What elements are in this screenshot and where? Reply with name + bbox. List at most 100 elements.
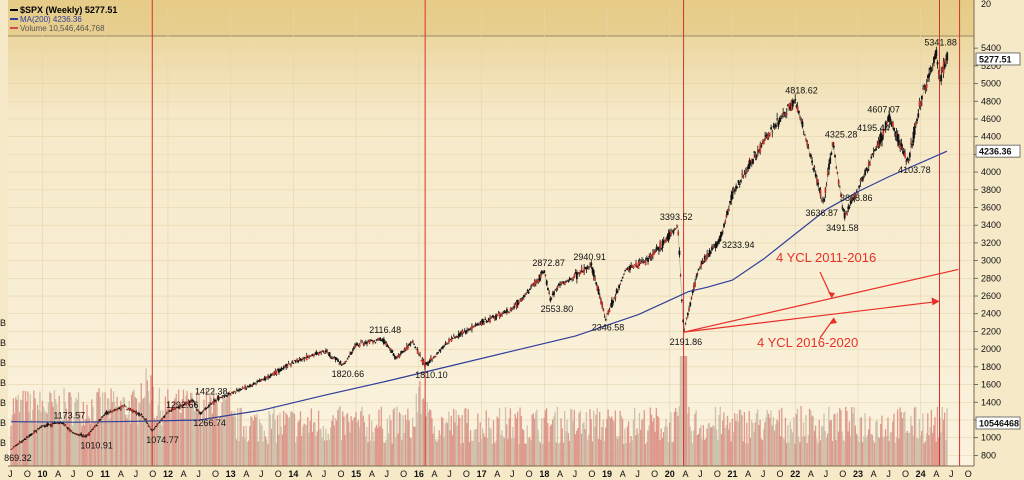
volume-bar bbox=[591, 441, 594, 466]
price-body bbox=[465, 330, 467, 334]
volume-bar bbox=[185, 395, 187, 466]
x-month-label: A bbox=[745, 469, 751, 479]
x-month-label: J bbox=[71, 469, 76, 479]
price-body bbox=[157, 423, 160, 425]
price-body bbox=[199, 412, 202, 415]
price-body bbox=[557, 283, 560, 286]
volume-bar bbox=[297, 422, 299, 466]
volume-bar bbox=[599, 411, 601, 466]
volume-bar bbox=[729, 422, 731, 466]
volume-bar bbox=[548, 441, 550, 466]
volume-bar bbox=[263, 430, 265, 466]
x-month-label: J bbox=[447, 469, 452, 479]
price-body bbox=[887, 116, 890, 121]
volume-bar bbox=[880, 423, 882, 466]
volume-bar bbox=[459, 417, 461, 466]
volume-bar bbox=[775, 424, 777, 466]
volume-bar bbox=[380, 406, 382, 466]
price-body bbox=[939, 77, 941, 80]
volume-bar bbox=[22, 390, 24, 466]
price-body bbox=[269, 374, 272, 377]
volume-bar bbox=[251, 417, 253, 466]
volume-bar bbox=[38, 409, 40, 466]
volume-bar bbox=[490, 429, 492, 466]
price-body bbox=[206, 406, 209, 408]
price-body bbox=[658, 247, 660, 251]
price-body bbox=[352, 347, 355, 349]
volume-bar bbox=[330, 427, 332, 466]
volume-bar bbox=[877, 436, 879, 466]
price-body bbox=[35, 431, 38, 433]
price-body bbox=[100, 417, 103, 418]
volume-bar bbox=[630, 435, 632, 466]
price-body bbox=[304, 357, 307, 359]
price-body bbox=[795, 105, 798, 107]
volume-bar bbox=[743, 412, 746, 466]
volume-bar bbox=[585, 412, 588, 466]
volume-bar bbox=[860, 417, 863, 466]
volume-bar bbox=[834, 413, 836, 466]
price-body bbox=[624, 270, 627, 271]
volume-bar bbox=[740, 409, 742, 466]
volume-bar bbox=[456, 425, 458, 466]
volume-scale-letter: B bbox=[0, 378, 6, 388]
volume-bar bbox=[655, 408, 658, 466]
price-body bbox=[761, 140, 764, 143]
volume-bar bbox=[118, 409, 121, 466]
price-body bbox=[214, 399, 216, 402]
volume-bar bbox=[295, 442, 297, 466]
price-body bbox=[18, 441, 21, 444]
volume-bar bbox=[574, 434, 577, 466]
price-body bbox=[154, 426, 157, 428]
price-body bbox=[379, 337, 382, 341]
volume-bar bbox=[261, 425, 263, 466]
price-body bbox=[902, 150, 905, 155]
volume-bar bbox=[187, 401, 189, 466]
price-body bbox=[896, 134, 899, 142]
volume-bar bbox=[761, 440, 764, 466]
volume-bar bbox=[421, 399, 423, 466]
price-body bbox=[748, 160, 751, 169]
price-body bbox=[940, 74, 943, 82]
price-body bbox=[631, 264, 634, 268]
volume-bar bbox=[886, 436, 888, 466]
volume-bar bbox=[232, 416, 234, 466]
volume-bar bbox=[337, 410, 339, 466]
volume-bar bbox=[420, 414, 422, 466]
price-body bbox=[197, 410, 200, 412]
volume-bar bbox=[279, 413, 281, 466]
price-body bbox=[409, 343, 412, 345]
volume-bar bbox=[331, 420, 333, 466]
volume-bar bbox=[790, 429, 793, 466]
price-body bbox=[677, 232, 680, 235]
volume-bar bbox=[431, 418, 433, 466]
x-month-label: J bbox=[886, 469, 891, 479]
volume-bar bbox=[560, 418, 562, 466]
volume-bar bbox=[728, 429, 730, 466]
volume-bar bbox=[640, 429, 642, 466]
volume-bar bbox=[703, 439, 706, 466]
volume-bar bbox=[273, 406, 275, 466]
price-body bbox=[510, 308, 513, 310]
price-body bbox=[768, 133, 771, 136]
volume-bar bbox=[520, 416, 522, 466]
price-body bbox=[77, 434, 80, 436]
price-body bbox=[934, 53, 937, 60]
price-body bbox=[712, 247, 715, 249]
volume-bar bbox=[732, 431, 735, 466]
volume-bar bbox=[871, 434, 873, 466]
price-body bbox=[573, 274, 576, 278]
annotation-label: 1266.74 bbox=[193, 418, 226, 428]
volume-bar bbox=[547, 422, 549, 466]
price-body bbox=[898, 140, 900, 146]
volume-bar bbox=[648, 425, 650, 466]
price-body bbox=[343, 363, 345, 365]
price-body bbox=[351, 351, 354, 353]
x-month-label: O bbox=[87, 469, 94, 479]
price-body bbox=[440, 347, 443, 349]
volume-bar bbox=[603, 440, 606, 466]
price-body bbox=[638, 261, 641, 264]
x-month-label: A bbox=[369, 469, 375, 479]
volume-bar bbox=[771, 425, 773, 466]
volume-bar bbox=[191, 392, 193, 466]
